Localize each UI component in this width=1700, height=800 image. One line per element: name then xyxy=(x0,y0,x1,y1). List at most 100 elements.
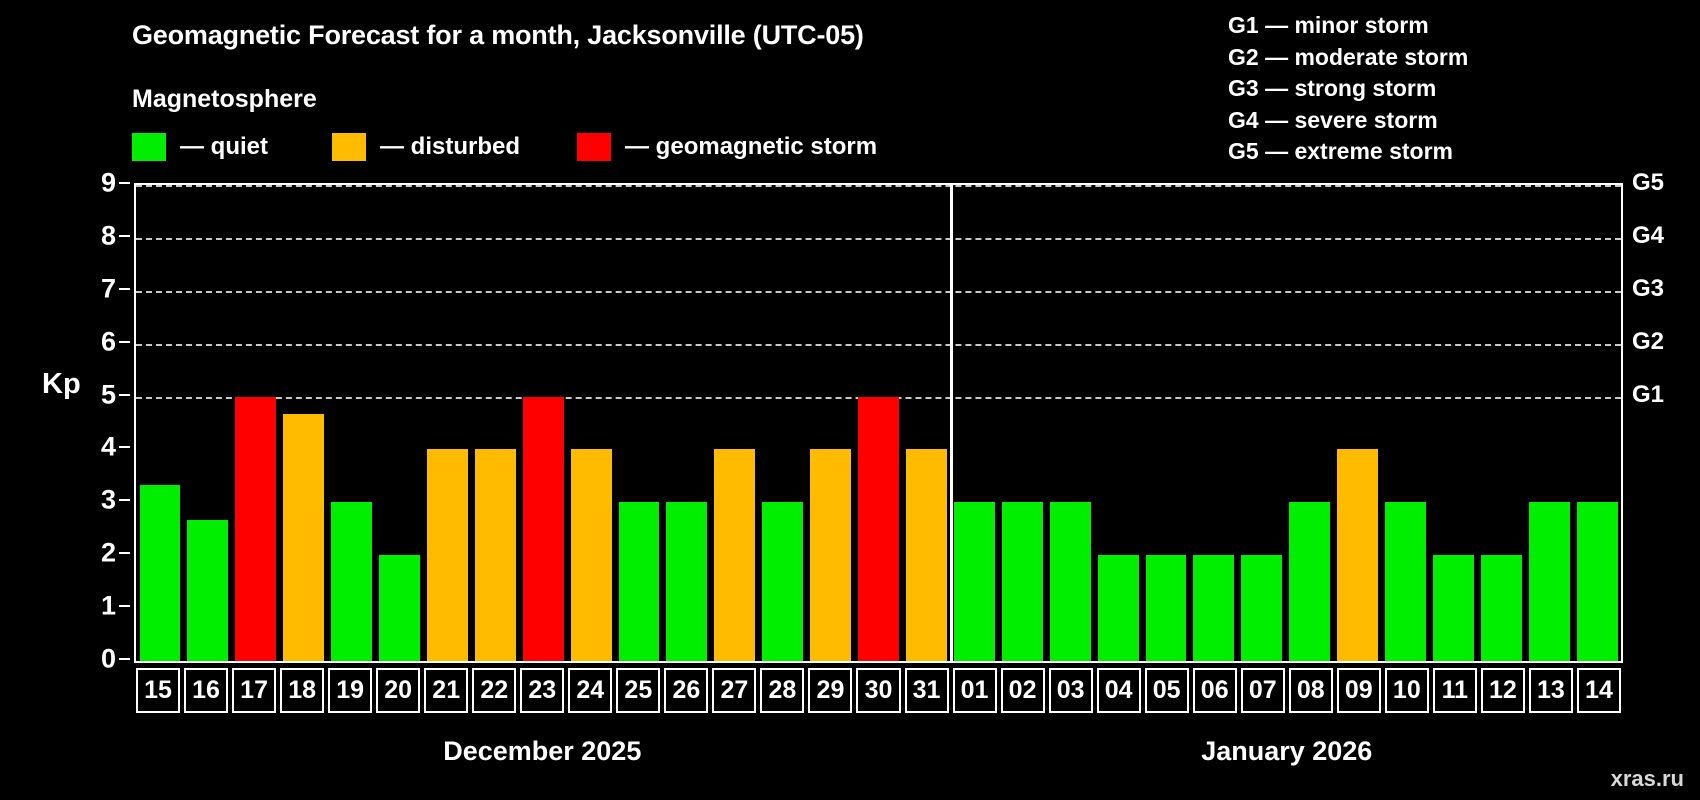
day-label-22: 22 xyxy=(472,668,517,713)
y-tick-mark-5 xyxy=(119,393,130,396)
bar-day-31 xyxy=(906,449,947,661)
legend-label-storm: — geomagnetic storm xyxy=(625,133,878,160)
bar-day-02 xyxy=(1001,502,1043,661)
bar-cell xyxy=(903,185,951,661)
y-tick-label-7: 7 xyxy=(100,273,116,304)
bar-day-29 xyxy=(810,449,852,661)
y-tick-mark-0 xyxy=(119,658,130,660)
day-label-11: 11 xyxy=(1432,668,1477,713)
legend-label-quiet: — quiet xyxy=(180,133,268,160)
legend-item-storm: — geomagnetic storm xyxy=(577,133,877,161)
g-scale-row-4: G4 — severe storm xyxy=(1228,106,1438,133)
bar-day-28 xyxy=(762,502,804,661)
bar-cell xyxy=(950,185,998,661)
chart-plot-area xyxy=(134,183,1623,663)
g-scale-legend: G1 — minor storm G2 — moderate storm G3 — … xyxy=(1228,10,1468,168)
bar-day-06 xyxy=(1193,555,1235,661)
month-label-december: December 2025 xyxy=(443,736,642,766)
y-tick-label-4: 4 xyxy=(100,431,116,462)
y-tick-mark-6 xyxy=(119,340,130,343)
bar-day-30 xyxy=(858,396,899,661)
day-label-23: 23 xyxy=(520,668,565,713)
bar-cell xyxy=(1429,185,1477,661)
y-tick-label-6: 6 xyxy=(100,326,116,357)
y-tick-mark-7 xyxy=(119,287,130,290)
y-tick-label-3: 3 xyxy=(100,484,116,515)
day-label-18: 18 xyxy=(280,668,325,713)
day-label-26: 26 xyxy=(664,668,709,713)
bar-cell xyxy=(615,185,663,661)
gridline-kp-9 xyxy=(136,185,1621,187)
bar-cell xyxy=(663,185,711,661)
y-axis-title: Kp xyxy=(42,368,81,400)
bar-cell xyxy=(1382,185,1430,661)
bar-cell xyxy=(1094,185,1142,661)
day-label-25: 25 xyxy=(616,668,661,713)
bar-cell xyxy=(1286,185,1334,661)
day-axis-labels: 15 16 17 18 19 20 21 22 23 24 25 26 27 28 29 30 31 01 02 03… xyxy=(134,668,1623,713)
bar-day-09 xyxy=(1337,449,1379,661)
bar-cell xyxy=(423,185,471,661)
g-axis-tick-G2: G2 xyxy=(1632,327,1665,355)
bar-cell xyxy=(471,185,519,661)
day-label-28: 28 xyxy=(760,668,805,713)
bar-cell xyxy=(1142,185,1190,661)
day-label-19: 19 xyxy=(328,668,373,713)
month-divider-line xyxy=(950,185,954,661)
bar-day-22 xyxy=(474,449,516,661)
day-label-09: 09 xyxy=(1336,668,1381,713)
legend-item-disturbed: — disturbed xyxy=(332,133,520,161)
site-watermark: xras.ru xyxy=(1610,766,1684,791)
bar-cell xyxy=(1190,185,1238,661)
bar-day-12 xyxy=(1480,555,1522,661)
day-label-21: 21 xyxy=(424,668,469,713)
g-scale-row-1: G1 — minor storm xyxy=(1228,12,1429,38)
bar-day-20 xyxy=(379,555,420,661)
bar-cell xyxy=(136,185,184,661)
bar-day-11 xyxy=(1432,555,1474,661)
bar-day-13 xyxy=(1528,502,1570,661)
bar-cell xyxy=(807,185,855,661)
g-scale-axis: G1 G2 G3 G4 G5 xyxy=(1632,169,1692,663)
bar-cell xyxy=(855,185,903,661)
bar-cell xyxy=(519,185,567,661)
bar-cell xyxy=(711,185,759,661)
y-tick-mark-9 xyxy=(119,182,130,184)
g-scale-row-2: G2 — moderate storm xyxy=(1228,43,1469,70)
y-tick-mark-2 xyxy=(119,552,130,555)
bar-day-18 xyxy=(283,414,325,661)
legend-label-disturbed: — disturbed xyxy=(380,133,521,160)
y-tick-label-1: 1 xyxy=(100,590,116,621)
bar-cell xyxy=(376,185,424,661)
bar-day-17 xyxy=(235,396,277,661)
bar-day-16 xyxy=(187,519,229,661)
bar-cell xyxy=(1334,185,1382,661)
bar-cell xyxy=(232,185,280,661)
bar-cell xyxy=(328,185,376,661)
bar-day-27 xyxy=(714,449,756,661)
bar-cell xyxy=(567,185,615,661)
day-label-15: 15 xyxy=(136,668,181,713)
day-label-01: 01 xyxy=(952,668,997,713)
bar-day-25 xyxy=(618,502,660,661)
bar-day-21 xyxy=(426,449,468,661)
bar-cell xyxy=(280,185,328,661)
g-scale-row-3: G3 — strong storm xyxy=(1228,75,1437,101)
day-label-31: 31 xyxy=(904,668,949,713)
y-tick-mark-1 xyxy=(119,605,130,608)
gridline-kp-8 xyxy=(136,237,1621,240)
day-label-08: 08 xyxy=(1288,668,1333,713)
page-title: Geomagnetic Forecast for a month, Jackso… xyxy=(132,20,864,50)
day-label-14: 14 xyxy=(1576,668,1621,713)
y-tick-label-5: 5 xyxy=(100,379,116,410)
bar-series xyxy=(136,185,1621,661)
day-label-02: 02 xyxy=(1000,668,1045,713)
y-tick-label-9: 9 xyxy=(100,167,116,198)
bar-cell xyxy=(184,185,232,661)
day-label-17: 17 xyxy=(232,668,277,713)
bar-day-07 xyxy=(1241,555,1283,661)
y-tick-label-0: 0 xyxy=(100,643,116,674)
y-tick-mark-4 xyxy=(119,446,130,449)
day-label-13: 13 xyxy=(1528,668,1573,713)
day-label-16: 16 xyxy=(184,668,229,713)
